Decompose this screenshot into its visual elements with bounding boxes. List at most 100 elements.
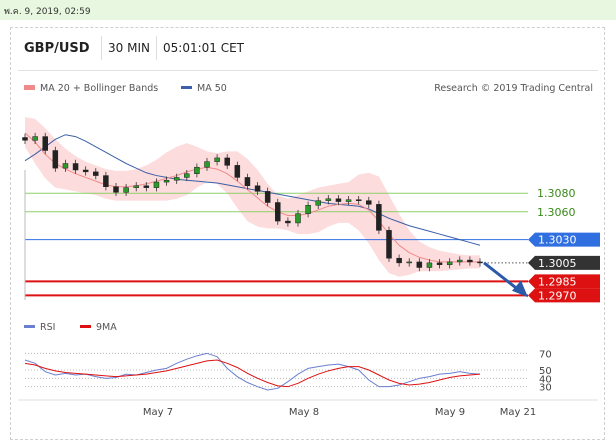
candle-body xyxy=(386,230,392,259)
candle-body xyxy=(305,205,311,214)
rsi-tick-50: 50 xyxy=(539,366,552,377)
currency-pair: GBP/USD xyxy=(24,41,90,56)
candle-body xyxy=(113,186,119,193)
price-candle xyxy=(467,256,473,266)
x-tick-may-8: May 8 xyxy=(289,407,319,418)
price-candle xyxy=(184,170,190,182)
price-candle xyxy=(244,173,251,190)
price-candle xyxy=(396,254,402,267)
forecast-arrow-head xyxy=(512,280,528,298)
ma20-line xyxy=(24,132,480,263)
level-tag-bg-1.2970 xyxy=(528,288,600,303)
rsi-ma9-line xyxy=(24,359,481,388)
candle-body xyxy=(436,262,443,265)
candle-body xyxy=(123,187,129,193)
candle-body xyxy=(446,261,453,265)
candle-body xyxy=(234,165,241,178)
candle-body xyxy=(224,157,230,166)
candle-body xyxy=(173,177,180,181)
candle-body xyxy=(275,202,281,222)
candle-body xyxy=(285,220,291,224)
candle-body xyxy=(345,199,352,202)
candle-body xyxy=(366,200,372,205)
candle-body xyxy=(335,198,342,202)
price-candle xyxy=(103,171,109,191)
price-candle xyxy=(72,159,79,174)
price-candle xyxy=(254,182,261,196)
price-candle xyxy=(153,178,160,192)
level-tag-1.3030: 1.3030 xyxy=(528,232,600,247)
price-candle xyxy=(93,168,99,180)
price-candle xyxy=(194,163,200,178)
price-candle xyxy=(113,183,119,196)
ma50-line xyxy=(24,134,481,246)
price-candle xyxy=(224,154,230,170)
price-candle xyxy=(32,132,38,144)
x-tick-may-7: May 7 xyxy=(143,407,173,418)
candle-body xyxy=(22,137,28,141)
price-candle xyxy=(386,226,392,262)
price-candle xyxy=(204,157,210,171)
level-tag-bg-1.3030 xyxy=(528,232,600,247)
rsi-tick-40: 40 xyxy=(539,374,552,385)
candle-body xyxy=(72,163,79,171)
candle-body xyxy=(163,179,170,183)
price-candle xyxy=(234,161,241,182)
candle-body xyxy=(103,175,109,187)
price-candle xyxy=(214,154,220,166)
credit-label: Research © 2019 Trading Central xyxy=(434,83,593,94)
candle-body xyxy=(214,157,220,162)
price-candle xyxy=(345,196,352,206)
price-candle xyxy=(82,166,89,176)
date-bar: พ.ค. 9, 2019, 02:59 xyxy=(0,0,616,20)
level-tag-text-1.3005: 1.3005 xyxy=(538,257,577,270)
candle-body xyxy=(52,150,59,169)
rsi-legend-label: RSI xyxy=(40,322,55,333)
price-candle xyxy=(275,198,281,225)
candle-body xyxy=(396,257,402,264)
ma9-legend-swatch xyxy=(80,325,91,328)
candle-body xyxy=(467,259,473,263)
candle-body xyxy=(376,204,382,231)
price-candle xyxy=(355,196,362,205)
candle-body xyxy=(325,198,332,201)
price-candle xyxy=(133,182,139,192)
chart-time: 05:01:01 CET xyxy=(163,41,244,55)
level-label-1.3080: 1.3080 xyxy=(537,187,576,200)
rsi-tick-30: 30 xyxy=(539,383,552,394)
candle-body xyxy=(82,169,89,173)
candle-body xyxy=(32,136,38,141)
chart-card xyxy=(10,27,605,440)
level-tag-text-1.2970: 1.2970 xyxy=(538,289,577,302)
candle-body xyxy=(194,166,200,174)
candle-body xyxy=(244,177,251,187)
candle-body xyxy=(315,200,321,206)
ma50-legend-swatch xyxy=(181,86,192,89)
price-candle xyxy=(436,259,443,269)
price-candle xyxy=(173,173,180,184)
price-candle xyxy=(315,196,321,209)
rsi-line xyxy=(24,352,481,391)
level-tag-bg-1.3005 xyxy=(528,255,600,270)
price-candle xyxy=(457,256,463,266)
ma50-legend-label: MA 50 xyxy=(197,83,227,94)
level-tag-1.3005: 1.3005 xyxy=(528,255,600,270)
level-label-1.3060: 1.3060 xyxy=(537,206,576,219)
bollinger-band xyxy=(25,117,480,277)
price-candle xyxy=(305,201,311,218)
candle-body xyxy=(416,261,423,268)
candle-body xyxy=(184,173,190,178)
candle-body xyxy=(295,213,301,224)
rsi-tick-70: 70 xyxy=(539,349,552,360)
candle-body xyxy=(62,163,69,169)
candle-body xyxy=(457,259,463,263)
price-candle xyxy=(123,183,129,196)
level-tag-text-1.2985: 1.2985 xyxy=(538,275,577,288)
price-candle xyxy=(22,133,28,144)
price-candle xyxy=(163,176,170,186)
timeframe-selector[interactable]: 30 MIN xyxy=(101,36,157,60)
candle-body xyxy=(143,185,150,188)
